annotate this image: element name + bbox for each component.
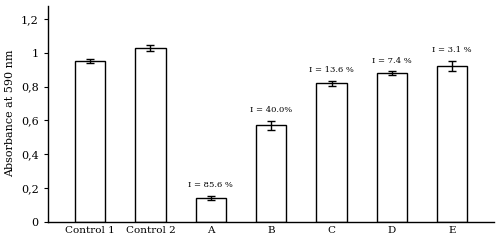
Text: I = 13.6 %: I = 13.6 %	[309, 66, 354, 74]
Bar	[437, 66, 468, 221]
Bar	[316, 83, 346, 221]
Text: I = 7.4 %: I = 7.4 %	[372, 57, 412, 65]
Text: I = 40.0%: I = 40.0%	[250, 107, 292, 114]
Text: I = 3.1 %: I = 3.1 %	[432, 47, 472, 54]
Bar	[377, 73, 407, 221]
Bar	[136, 48, 166, 221]
Bar	[256, 125, 286, 221]
Bar	[75, 61, 105, 221]
Text: I = 85.6 %: I = 85.6 %	[188, 181, 234, 189]
Y-axis label: Absorbance at 590 nm: Absorbance at 590 nm	[6, 50, 16, 177]
Bar	[196, 198, 226, 221]
